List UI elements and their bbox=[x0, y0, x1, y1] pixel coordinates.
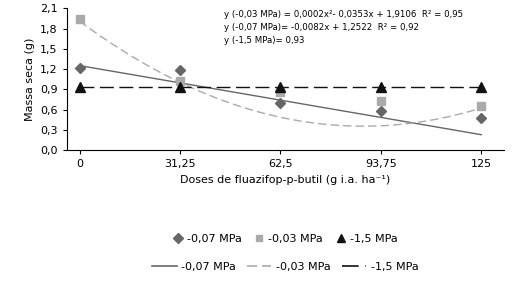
Y-axis label: Massa seca (g): Massa seca (g) bbox=[25, 38, 34, 121]
X-axis label: Doses de fluazifop-p-butil (g i.a. ha⁻¹): Doses de fluazifop-p-butil (g i.a. ha⁻¹) bbox=[180, 175, 391, 185]
Legend: -0,07 MPa, -0,03 MPa, -1,5 MPa: -0,07 MPa, -0,03 MPa, -1,5 MPa bbox=[148, 258, 423, 276]
Text: y (-0,03 MPa) = 0,0002x²- 0,0353x + 1,9106  R² = 0,95
y (-0,07 MPa)= -0,0082x + : y (-0,03 MPa) = 0,0002x²- 0,0353x + 1,91… bbox=[224, 10, 463, 45]
